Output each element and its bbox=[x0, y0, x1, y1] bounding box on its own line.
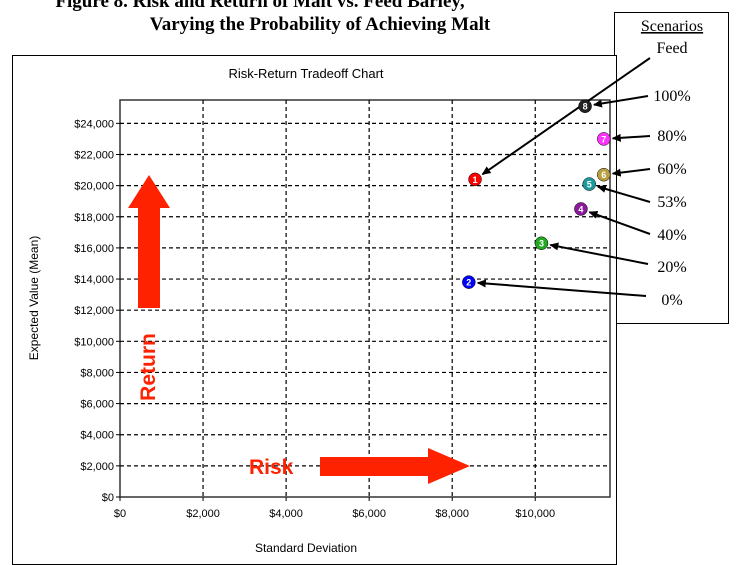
y-tick-label: $24,000 bbox=[74, 118, 114, 130]
data-point-3: 3 bbox=[534, 236, 549, 250]
scenario-pointer bbox=[596, 185, 651, 203]
x-tick-label: $6,000 bbox=[352, 508, 386, 520]
figure-title-line1: Figure 8. Risk and Return of Malt vs. Fe… bbox=[55, 0, 465, 12]
scenario-label: 0% bbox=[661, 292, 682, 309]
point-marker bbox=[597, 167, 611, 182]
point-label: 1 bbox=[473, 175, 478, 185]
point-label: 3 bbox=[539, 239, 544, 249]
point-marker bbox=[468, 172, 482, 187]
figure-title-line2: Varying the Probability of Achieving Mal… bbox=[149, 14, 491, 35]
y-tick-label: $14,000 bbox=[74, 274, 114, 286]
x-tick-label: $0 bbox=[114, 508, 126, 520]
point-marker bbox=[462, 275, 476, 289]
scenario-label: 80% bbox=[657, 128, 686, 145]
data-points: 1 2 3 4 56 7 8 bbox=[462, 99, 611, 289]
y-tick-label: $12,000 bbox=[74, 305, 114, 317]
y-tick-label: $4,000 bbox=[80, 430, 114, 442]
x-axis-ticks: $0 $2,000 $4,000 $6,000 $8,000 $10,000 bbox=[114, 497, 555, 520]
data-point-2: 2 bbox=[462, 275, 476, 289]
scenario-label: Feed bbox=[656, 40, 687, 57]
point-label: 5 bbox=[587, 180, 592, 190]
gridlines bbox=[120, 100, 610, 497]
point-label: 4 bbox=[578, 204, 583, 214]
point-label: 7 bbox=[601, 134, 606, 144]
y-tick-label: $0 bbox=[102, 492, 114, 504]
y-tick-label: $8,000 bbox=[80, 367, 114, 379]
return-arrow bbox=[128, 175, 170, 308]
y-tick-label: $18,000 bbox=[74, 212, 114, 224]
y-tick-label: $16,000 bbox=[74, 243, 114, 255]
x-tick-label: $2,000 bbox=[186, 508, 220, 520]
y-tick-label: $2,000 bbox=[80, 461, 114, 473]
y-axis-label: Expected Value (Mean) bbox=[27, 236, 41, 361]
y-axis-ticks: $0 $2,000 $4,000 $6,000 $8,000 $10,000 $12,000… bbox=[74, 118, 120, 504]
scenario-label: 20% bbox=[657, 259, 686, 276]
point-marker bbox=[534, 236, 549, 250]
data-point-4: 4 bbox=[574, 202, 588, 216]
scenario-label: 100% bbox=[653, 88, 690, 105]
scenario-pointer bbox=[476, 279, 647, 297]
scenario-label: 60% bbox=[657, 161, 686, 178]
data-point-6: 6 bbox=[597, 167, 611, 182]
point-marker bbox=[574, 202, 588, 216]
scenario-pointer-arrows bbox=[476, 57, 651, 297]
data-point-5: 5 bbox=[582, 177, 596, 191]
scenario-pointer bbox=[592, 95, 649, 108]
point-label: 8 bbox=[583, 102, 588, 112]
scenario-label: 53% bbox=[657, 194, 686, 211]
plot-area bbox=[119, 99, 611, 498]
y-tick-label: $22,000 bbox=[74, 149, 114, 161]
return-label: Return bbox=[137, 333, 160, 401]
point-marker bbox=[597, 132, 611, 146]
y-tick-label: $20,000 bbox=[74, 181, 114, 193]
x-tick-label: $8,000 bbox=[435, 508, 469, 520]
chart-frame bbox=[12, 55, 617, 565]
data-point-7: 7 bbox=[597, 132, 611, 146]
x-tick-label: $4,000 bbox=[269, 508, 303, 520]
point-marker bbox=[578, 99, 592, 113]
y-tick-label: $10,000 bbox=[74, 336, 114, 348]
point-label: 6 bbox=[601, 170, 606, 180]
data-point-1: 1 bbox=[468, 172, 482, 187]
scenario-pointer bbox=[611, 133, 651, 142]
data-point-8: 8 bbox=[578, 99, 592, 113]
scenarios-heading: Scenarios bbox=[641, 18, 703, 35]
scenario-labels: Feed 100% 80% 60% 53% 40% 20% 0% bbox=[653, 40, 690, 309]
risk-label: Risk bbox=[249, 456, 294, 479]
scenario-pointer bbox=[481, 57, 651, 176]
point-marker bbox=[582, 177, 596, 191]
scenario-pointer bbox=[549, 242, 649, 265]
chart-title: Risk-Return Tradeoff Chart bbox=[228, 66, 383, 81]
risk-arrow bbox=[320, 448, 470, 484]
scenario-pointer bbox=[588, 211, 651, 235]
scenario-label: 40% bbox=[657, 227, 686, 244]
scenario-pointer bbox=[611, 168, 651, 177]
scenarios-box bbox=[614, 12, 729, 324]
y-tick-label: $6,000 bbox=[80, 399, 114, 411]
x-axis-label: Standard Deviation bbox=[255, 541, 357, 555]
x-tick-label: $10,000 bbox=[515, 508, 555, 520]
point-label: 2 bbox=[466, 278, 471, 288]
